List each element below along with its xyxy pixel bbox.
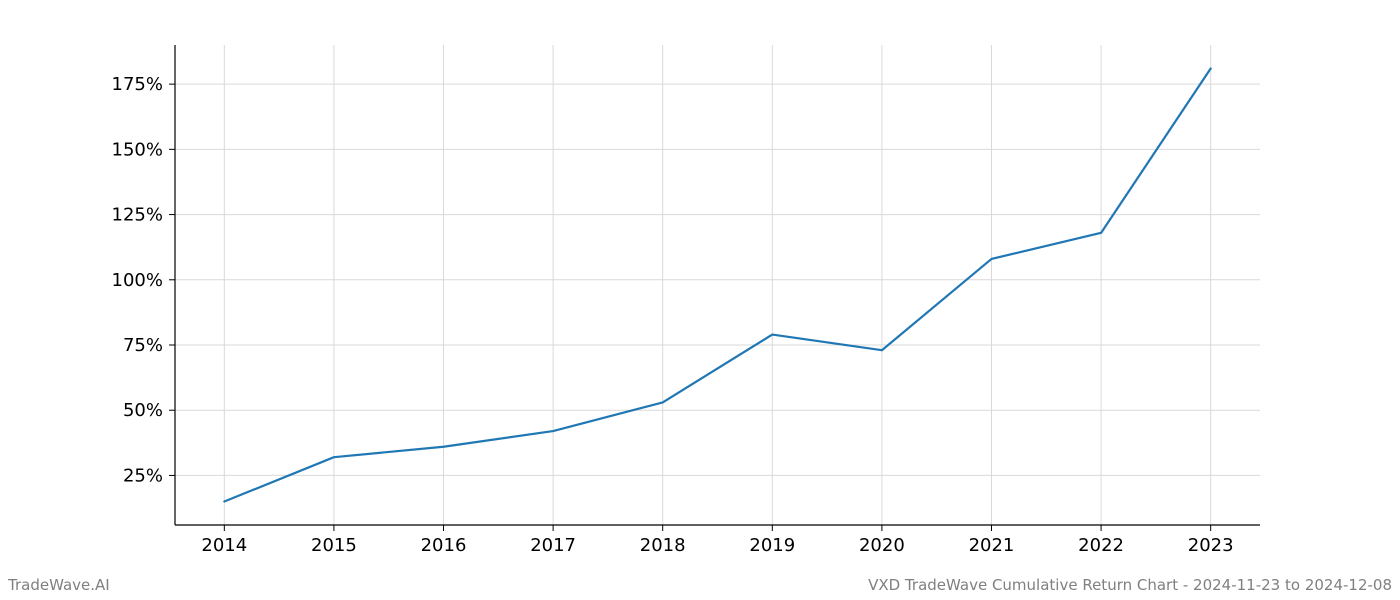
x-tick-label: 2020 bbox=[859, 535, 905, 556]
chart-container: 2014 2015 2016 2017 2018 2019 2020 2021 2022 2023… bbox=[0, 0, 1400, 600]
x-tick-label: 2019 bbox=[749, 535, 795, 556]
y-tick-label: 150% bbox=[112, 139, 163, 160]
line-chart: 2014 2015 2016 2017 2018 2019 2020 2021 2022 2023… bbox=[0, 0, 1400, 600]
y-tick-label: 175% bbox=[112, 74, 163, 95]
y-tick-label: 125% bbox=[112, 205, 163, 226]
footer-left-label: TradeWave.AI bbox=[8, 576, 110, 594]
y-tick-label: 75% bbox=[123, 335, 163, 356]
y-tick-label: 25% bbox=[123, 465, 163, 486]
x-tick-label: 2016 bbox=[421, 535, 467, 556]
x-tick-label: 2014 bbox=[201, 535, 247, 556]
x-tick-label: 2023 bbox=[1188, 535, 1234, 556]
x-tick-label: 2022 bbox=[1078, 535, 1124, 556]
y-tick-label: 50% bbox=[123, 400, 163, 421]
x-tick-label: 2015 bbox=[311, 535, 357, 556]
x-tick-label: 2018 bbox=[640, 535, 686, 556]
y-tick-label: 100% bbox=[112, 270, 163, 291]
series-line bbox=[224, 68, 1210, 501]
footer-right-label: VXD TradeWave Cumulative Return Chart - … bbox=[868, 576, 1392, 594]
x-tick-label: 2021 bbox=[969, 535, 1015, 556]
x-tick-label: 2017 bbox=[530, 535, 576, 556]
